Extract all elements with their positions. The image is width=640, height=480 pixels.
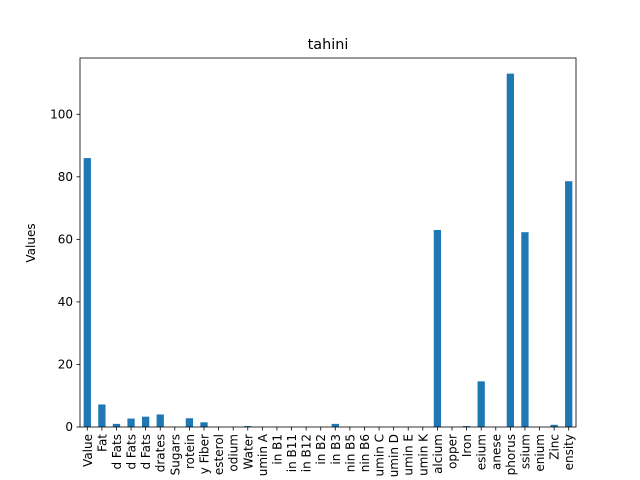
y-tick-label-4: 80 [58,170,73,184]
x-tick-label-8: y Fiber [198,434,212,474]
x-tick-label-18: nin B5 [343,434,357,472]
x-tick-label-10: odium [227,434,241,472]
x-tick-label-6: Sugars [168,434,182,475]
y-tick-label-2: 40 [58,295,73,309]
x-tick-label-23: umin K [416,433,430,476]
y-axis-label: Values [24,223,38,262]
y-axis: 0 20 40 60 80 100 [50,107,80,434]
x-tick-label-13: in B1 [270,434,284,465]
bar-32 [550,424,558,427]
bar-17 [331,423,339,427]
x-tick-label-33: ensity [562,434,576,470]
x-tick-label-12: umin A [256,433,270,476]
x-axis: Value Fat d Fats d Fats d Fats drates Sugars ro… [81,427,576,477]
x-tick-label-19: nin B6 [358,434,372,472]
bar-8 [200,422,208,427]
bar-11 [244,426,252,427]
x-tick-label-32: Zinc [548,434,562,460]
bars-group [83,73,573,427]
bar-0 [83,158,91,427]
x-tick-label-4: d Fats [139,434,153,470]
bar-29 [506,73,514,427]
bar-33 [565,181,573,427]
x-tick-label-9: esterol [212,434,226,475]
bar-27 [477,381,485,427]
x-tick-label-22: umin E [402,434,416,476]
x-tick-label-2: d Fats [110,434,124,470]
x-tick-label-28: anese [489,434,503,470]
x-tick-label-26: Iron [460,434,474,457]
x-tick-label-11: Water [241,434,255,470]
x-tick-label-3: d Fats [125,434,139,470]
x-tick-label-31: enium [533,434,547,472]
x-tick-label-1: Fat [95,434,109,452]
x-tick-label-5: drates [154,434,168,472]
bar-2 [112,423,121,427]
bar-24 [433,229,442,427]
chart-title: tahini [308,37,349,53]
x-tick-label-29: phorus [504,434,518,475]
y-tick-label-5: 100 [50,107,73,121]
x-tick-label-7: rotein [183,434,197,469]
x-tick-label-21: umin D [387,434,401,477]
y-tick-label-3: 60 [58,232,73,246]
x-tick-label-24: alcium [431,434,445,474]
x-tick-label-14: in B11 [285,434,299,472]
bar-4 [142,416,150,427]
x-tick-label-0: Value [81,434,95,467]
bar-5 [156,414,164,427]
bar-30 [521,232,529,427]
y-tick-label-1: 20 [58,357,73,371]
x-tick-label-15: in B12 [300,434,314,472]
x-tick-label-30: ssium [518,434,532,469]
x-tick-label-16: in B2 [314,434,328,465]
bar-1 [98,404,106,427]
bar-3 [127,418,135,427]
x-tick-label-25: opper [446,434,460,469]
plot-frame [79,57,577,428]
bar-26 [462,426,471,427]
x-tick-label-20: umin C [373,434,387,476]
x-tick-label-17: in B3 [329,434,343,465]
x-tick-label-27: esium [475,434,489,470]
y-tick-label-0: 0 [65,420,73,434]
bar-7 [185,418,194,427]
